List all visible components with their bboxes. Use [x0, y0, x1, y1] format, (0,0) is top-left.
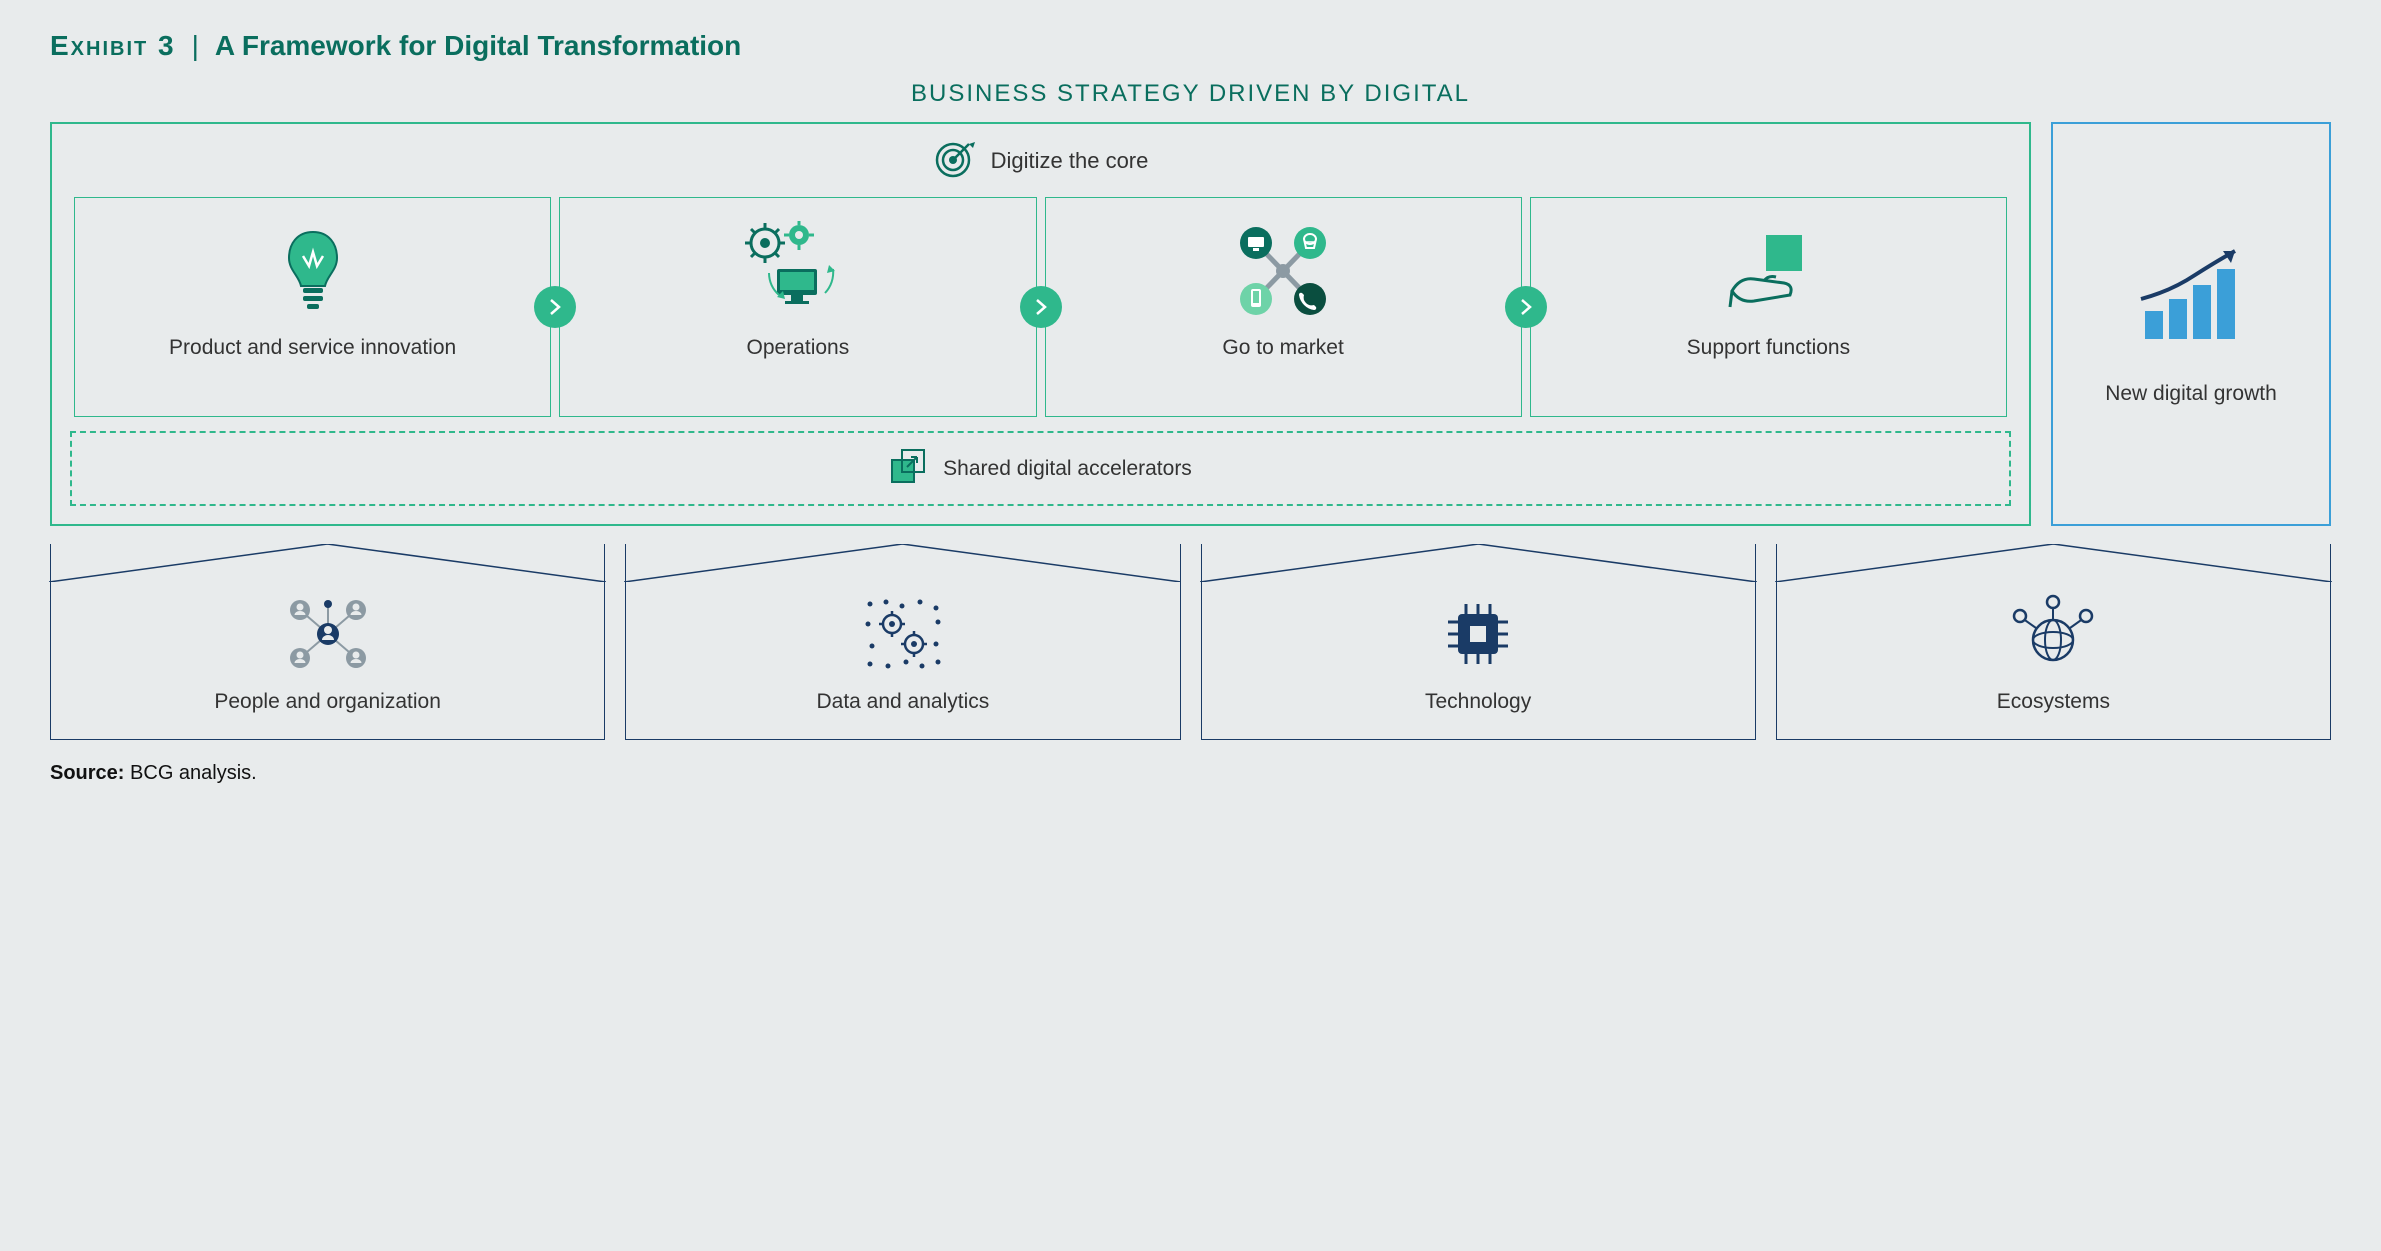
enabler-roof [1775, 544, 2332, 582]
network-devices-icon [1228, 216, 1338, 326]
core-item-operations: Operations [559, 197, 1036, 417]
core-item-label: Support functions [1687, 334, 1850, 361]
enabler-ecosystems: Ecosystems [1776, 544, 2331, 740]
globe-network-icon [2008, 594, 2098, 674]
source-label: Source: [50, 762, 124, 784]
digitize-core-box: Digitize the core Product and service in… [50, 122, 2031, 526]
source-row: Source: BCG analysis. [50, 762, 2331, 785]
chevron-icon [1020, 286, 1062, 328]
core-item-label: Operations [747, 334, 850, 361]
enabler-roof [1200, 544, 1757, 582]
core-header: Digitize the core [70, 136, 2011, 185]
enabler-technology: Technology [1201, 544, 1756, 740]
enabler-label: Data and analytics [816, 688, 989, 715]
hand-box-icon [1718, 216, 1818, 326]
shared-accelerator-box: Shared digital accelerators [70, 431, 2011, 506]
enabler-label: People and organization [214, 688, 441, 715]
enabler-people-organization: People and organization [50, 544, 605, 740]
chevron-icon [534, 286, 576, 328]
expand-squares-icon [889, 447, 927, 490]
gears-monitor-icon [743, 216, 853, 326]
chip-icon [1438, 594, 1518, 674]
core-item-label: Go to market [1222, 334, 1343, 361]
title-divider: | [192, 30, 199, 62]
chevron-icon [1505, 286, 1547, 328]
growth-label: New digital growth [2105, 380, 2277, 407]
enabler-roof [49, 544, 606, 582]
target-icon [933, 136, 977, 185]
core-item-support-functions: Support functions [1530, 197, 2007, 417]
core-item-product-innovation: Product and service innovation [74, 197, 551, 417]
new-digital-growth-box: New digital growth [2051, 122, 2331, 526]
source-text: BCG analysis. [130, 762, 257, 784]
enabler-label: Ecosystems [1997, 688, 2110, 715]
enabler-data-analytics: Data and analytics [625, 544, 1180, 740]
bar-growth-arrow-icon [2131, 241, 2251, 356]
title-row: Exhibit 3 | A Framework for Digital Tran… [50, 30, 2331, 62]
exhibit-label: Exhibit 3 [50, 30, 176, 62]
lightbulb-icon [283, 216, 343, 326]
data-gears-icon [858, 594, 948, 674]
people-network-icon [278, 594, 378, 674]
enabler-roof [624, 544, 1181, 582]
exhibit-title: A Framework for Digital Transformation [215, 30, 741, 62]
core-item-label: Product and service innovation [169, 334, 456, 361]
core-title: Digitize the core [991, 148, 1149, 174]
accelerator-label: Shared digital accelerators [943, 457, 1192, 481]
main-row: Digitize the core Product and service in… [50, 122, 2331, 526]
enabler-label: Technology [1425, 688, 1531, 715]
enablers-row: People and organization [50, 544, 2331, 740]
subtitle: BUSINESS STRATEGY DRIVEN BY DIGITAL [50, 80, 2331, 108]
core-item-go-to-market: Go to market [1045, 197, 1522, 417]
core-chain-row: Product and service innovation [70, 197, 2011, 417]
